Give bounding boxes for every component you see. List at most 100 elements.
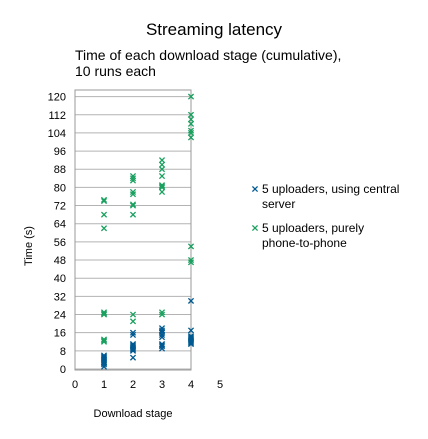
legend-label-series-2: phone-to-phone: [262, 236, 347, 250]
y-tick-label: 0: [60, 364, 66, 376]
x-tick-label: 1: [101, 379, 107, 391]
data-point-series-1: [187, 333, 195, 340]
data-point-series-1: [187, 297, 195, 304]
legend-label-series-1: 5 uploaders, using central: [262, 182, 399, 196]
y-axis-label: Time (s): [23, 226, 35, 266]
data-point-series-2: [129, 201, 137, 208]
data-point-series-2: [158, 309, 166, 316]
data-point-series-2: [158, 157, 166, 164]
data-point-series-2: [100, 337, 108, 344]
y-tick-label: 120: [48, 92, 66, 104]
data-point-series-2: [158, 183, 166, 190]
y-tick-label: 24: [54, 310, 66, 322]
data-point-series-2: [129, 188, 137, 195]
data-point-series-2: [187, 243, 195, 250]
data-point-series-2: [129, 172, 137, 180]
data-point-series-2: [187, 120, 195, 127]
data-point-series-2: [187, 116, 195, 123]
y-tick-label: 112: [48, 110, 66, 122]
data-point-series-2: [187, 93, 195, 100]
y-tick-label: 72: [54, 201, 66, 213]
data-point-series-1: [187, 327, 195, 334]
data-point-series-2: [100, 338, 108, 345]
x-tick-label: 3: [159, 379, 165, 391]
y-tick-label: 56: [54, 237, 66, 249]
data-points: [100, 93, 195, 370]
y-tick-label: 64: [54, 219, 66, 231]
data-point-series-1: [158, 342, 166, 349]
data-point-series-2: [100, 311, 108, 318]
data-point-series-2: [100, 310, 108, 317]
data-point-series-2: [100, 196, 108, 203]
chart-title: Streaming latency: [146, 20, 283, 39]
data-point-series-1: [158, 343, 166, 350]
data-point-series-1: [158, 328, 166, 335]
chart-subtitle-line-1: Time of each download stage (cumulative)…: [75, 47, 341, 63]
legend-label-series-1: server: [262, 197, 295, 211]
y-tick-label: 80: [54, 182, 66, 194]
legend-marker-series-2: [251, 224, 259, 232]
data-point-series-2: [187, 127, 195, 134]
data-point-series-2: [100, 225, 108, 232]
data-point-series-1: [100, 353, 108, 360]
data-point-series-2: [158, 311, 166, 318]
x-axis-label: Download stage: [94, 408, 173, 420]
data-point-series-1: [187, 334, 195, 341]
x-tick-labels: 0 1 2 3 4 5: [72, 379, 223, 391]
data-point-series-1: [100, 354, 108, 361]
data-point-series-1: [129, 340, 137, 348]
data-point-series-1: [100, 352, 108, 359]
data-point-series-2: [129, 191, 137, 198]
data-point-series-1: [158, 340, 166, 348]
data-point-series-1: [187, 335, 195, 342]
data-point-series-2: [129, 202, 137, 209]
data-point-series-2: [158, 172, 166, 180]
data-point-series-2: [187, 134, 195, 141]
y-tick-label: 96: [54, 146, 66, 158]
y-tick-label: 40: [54, 273, 66, 285]
y-tick-label: 32: [54, 291, 66, 303]
data-point-series-1: [129, 343, 137, 350]
data-point-series-2: [158, 182, 166, 189]
data-point-series-2: [187, 259, 195, 266]
data-point-series-2: [158, 166, 166, 173]
data-point-series-1: [129, 354, 137, 361]
y-tick-label: 104: [48, 128, 66, 140]
grid-lines: [75, 96, 191, 370]
data-point-series-2: [129, 318, 137, 325]
data-point-series-2: [187, 256, 195, 264]
data-point-series-2: [129, 175, 137, 182]
y-tick-label: 88: [54, 164, 66, 176]
y-tick-label: 8: [60, 346, 66, 358]
data-point-series-1: [158, 327, 166, 334]
data-point-series-1: [129, 329, 137, 336]
x-tick-label: 2: [130, 379, 136, 391]
x-tick-label: 5: [217, 379, 223, 391]
x-tick-label: 0: [72, 379, 78, 391]
data-point-series-2: [100, 197, 108, 205]
legend-label-series-2: 5 uploaders, purely: [262, 221, 364, 235]
data-point-series-1: [129, 342, 137, 349]
data-point-series-2: [129, 177, 137, 184]
data-point-series-2: [129, 211, 137, 218]
data-point-series-2: [158, 184, 166, 191]
data-point-series-2: [158, 161, 166, 168]
data-point-series-2: [158, 188, 166, 195]
data-point-series-1: [187, 339, 195, 346]
y-tick-label: 16: [54, 328, 66, 340]
plot-area-frame: [74, 89, 192, 371]
y-tick-labels: 0 8 16 24 32 40 48 56 64 72 80 88 96 104 112 120: [48, 92, 66, 376]
chart-subtitle-line-2: 10 runs each: [75, 63, 156, 79]
data-point-series-2: [100, 336, 108, 343]
data-point-series-2: [100, 211, 108, 218]
data-point-series-1: [158, 334, 166, 341]
y-tick-label: 48: [54, 255, 66, 267]
legend-marker-series-1: [251, 185, 259, 193]
data-point-series-2: [129, 311, 137, 318]
x-tick-label: 4: [188, 379, 194, 391]
data-point-series-2: [187, 129, 195, 136]
data-point-series-1: [158, 329, 166, 336]
data-point-series-2: [187, 111, 195, 118]
